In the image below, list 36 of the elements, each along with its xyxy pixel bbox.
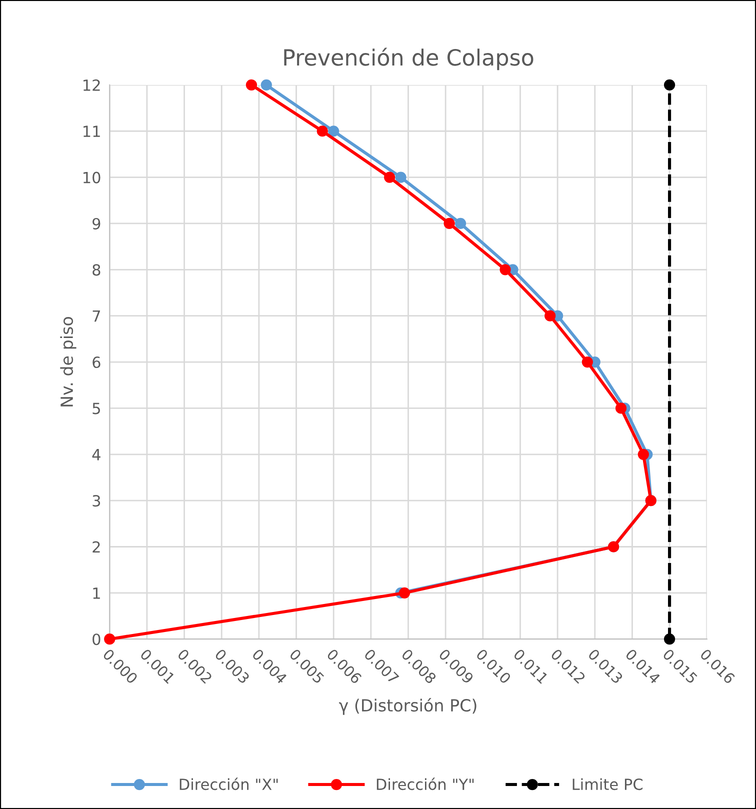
point: [638, 448, 649, 460]
y-axis-title: Nv. de piso: [60, 317, 76, 406]
point: [444, 218, 455, 230]
point: [328, 126, 340, 137]
point: [260, 79, 272, 90]
point: [395, 172, 406, 183]
y-tick-label: 1: [93, 588, 100, 599]
point: [500, 264, 511, 276]
y-tick-label: 7: [92, 310, 100, 322]
y-tick-label: 12: [84, 79, 100, 91]
legend-label: Limite PC: [572, 778, 643, 790]
point: [664, 634, 676, 645]
y-tick-label: 11: [84, 126, 100, 137]
y-tick-label: 8: [92, 264, 100, 276]
point: [664, 79, 676, 90]
x-axis-title: γ (Distorsión PC): [339, 698, 476, 715]
legend-label: Dirección "Y": [376, 778, 474, 790]
point: [398, 587, 410, 598]
point: [316, 126, 328, 137]
y-tick-label: 6: [92, 356, 100, 368]
point: [246, 79, 258, 90]
point: [454, 218, 466, 230]
point: [384, 172, 396, 183]
y-tick-label: 0: [92, 634, 100, 646]
point: [544, 310, 556, 322]
y-tick-label: 9: [92, 218, 100, 230]
y-tick-label: 4: [92, 449, 100, 460]
y-tick-label: 10: [84, 172, 100, 184]
chart-title: Prevención de Colapso: [284, 48, 534, 70]
y-tick-label: 3: [92, 495, 100, 507]
legend-label: Dirección "X": [180, 778, 278, 790]
point: [104, 634, 116, 645]
point: [615, 402, 627, 414]
point: [582, 356, 593, 368]
y-tick-label: 2: [92, 541, 100, 553]
y-tick-label: 5: [92, 402, 100, 414]
